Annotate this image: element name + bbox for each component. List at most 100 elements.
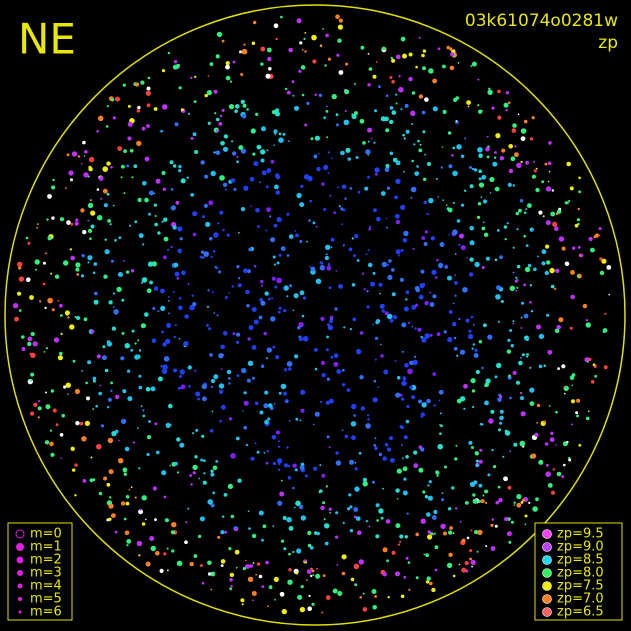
star xyxy=(66,153,70,157)
star xyxy=(413,450,418,455)
star xyxy=(141,495,147,501)
star xyxy=(217,222,220,225)
star xyxy=(120,501,126,506)
star xyxy=(39,300,42,303)
star xyxy=(465,318,470,323)
star xyxy=(303,37,306,41)
star xyxy=(112,292,116,295)
star xyxy=(389,318,394,323)
star xyxy=(494,151,497,154)
star xyxy=(277,468,281,471)
star xyxy=(123,192,126,195)
star xyxy=(525,160,529,165)
star xyxy=(563,386,566,388)
star xyxy=(538,333,545,340)
star xyxy=(367,140,370,143)
star xyxy=(469,257,474,262)
star xyxy=(478,340,483,344)
star xyxy=(220,564,224,567)
star xyxy=(500,300,504,303)
star xyxy=(45,347,49,350)
star xyxy=(342,244,345,247)
star xyxy=(409,360,414,366)
star xyxy=(382,547,388,553)
star xyxy=(384,167,390,173)
star xyxy=(554,328,560,334)
star xyxy=(530,310,534,313)
star xyxy=(317,152,320,155)
star xyxy=(444,465,447,469)
star xyxy=(372,605,378,610)
star xyxy=(329,398,334,404)
star xyxy=(234,109,238,113)
star xyxy=(142,243,145,246)
star xyxy=(242,567,246,571)
star xyxy=(525,337,529,342)
star xyxy=(313,348,318,352)
star xyxy=(448,310,453,314)
star xyxy=(541,180,545,184)
star xyxy=(125,501,130,506)
star xyxy=(394,213,400,219)
star xyxy=(283,285,289,291)
star xyxy=(44,306,47,310)
star xyxy=(260,364,265,368)
star xyxy=(469,481,476,487)
star xyxy=(422,130,426,134)
star xyxy=(391,550,396,555)
star xyxy=(499,409,504,414)
star xyxy=(370,137,373,140)
star xyxy=(304,474,308,478)
star xyxy=(253,264,257,268)
star xyxy=(141,522,146,526)
star xyxy=(80,274,85,278)
star xyxy=(380,343,382,346)
star xyxy=(202,396,207,402)
star xyxy=(395,249,401,255)
star xyxy=(507,182,512,187)
star xyxy=(504,238,507,241)
star xyxy=(554,287,557,290)
star xyxy=(81,254,85,258)
star xyxy=(344,197,347,200)
star xyxy=(174,122,179,127)
star xyxy=(124,530,130,536)
star xyxy=(96,443,102,450)
star xyxy=(109,223,112,226)
star xyxy=(237,283,242,288)
star xyxy=(472,498,478,504)
star xyxy=(576,218,581,222)
star xyxy=(503,476,508,482)
star xyxy=(546,260,551,265)
star xyxy=(454,253,457,255)
star xyxy=(315,278,322,285)
star xyxy=(138,233,144,239)
star xyxy=(206,324,209,327)
star xyxy=(506,531,512,537)
star xyxy=(203,251,209,257)
star xyxy=(420,447,425,452)
star xyxy=(245,559,247,562)
star xyxy=(189,304,195,311)
star xyxy=(378,508,384,514)
star xyxy=(162,187,166,191)
star xyxy=(353,563,360,570)
star xyxy=(484,400,489,406)
star xyxy=(356,348,362,355)
star xyxy=(121,164,125,169)
star xyxy=(240,207,246,212)
star xyxy=(535,167,538,170)
color-key: zp xyxy=(598,33,618,53)
star xyxy=(209,353,213,357)
star xyxy=(331,157,334,160)
star xyxy=(175,324,177,326)
star xyxy=(558,317,564,323)
star xyxy=(400,36,406,42)
star xyxy=(327,325,333,331)
star xyxy=(371,589,377,594)
star xyxy=(475,463,479,467)
star xyxy=(357,530,362,536)
star xyxy=(469,240,475,246)
star xyxy=(381,261,388,268)
